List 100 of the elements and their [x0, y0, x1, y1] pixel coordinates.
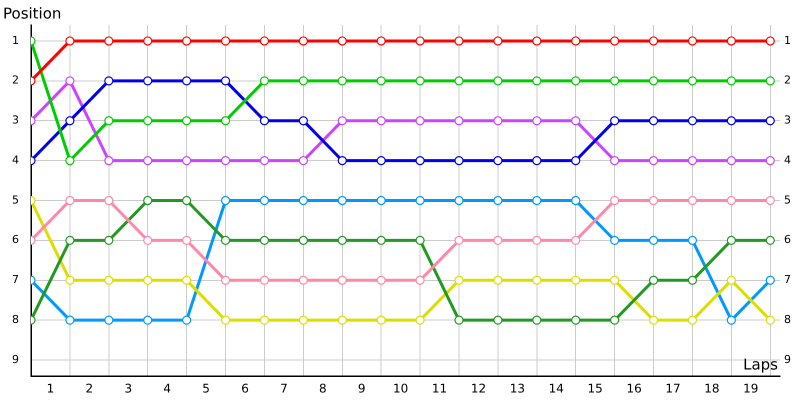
point [532, 36, 542, 46]
point [376, 276, 386, 285]
point [104, 116, 114, 126]
point [182, 236, 192, 245]
point [688, 116, 698, 126]
point [143, 236, 152, 245]
y2-tick-label: 3 [784, 114, 791, 127]
point [260, 196, 270, 206]
point [338, 76, 347, 86]
point [571, 36, 580, 46]
point [726, 116, 736, 126]
point [610, 36, 620, 46]
point [65, 236, 75, 245]
point [260, 236, 270, 245]
point [766, 156, 775, 166]
point [571, 196, 580, 206]
point [182, 316, 192, 325]
point [65, 36, 75, 46]
y2-tick-label: 4 [784, 153, 791, 166]
point [726, 76, 736, 86]
point [298, 276, 308, 285]
y2-tick-label: 5 [784, 193, 791, 206]
point [571, 276, 580, 285]
point [688, 276, 698, 285]
x-tick-label: 7 [280, 381, 288, 396]
point [143, 316, 152, 325]
point [454, 76, 464, 86]
point [376, 36, 386, 46]
point [65, 116, 75, 126]
point [648, 316, 658, 325]
point [454, 196, 464, 206]
point [415, 196, 425, 206]
point [415, 76, 425, 86]
y-tick-label: 8 [12, 313, 19, 326]
point [571, 236, 580, 245]
point [415, 156, 425, 166]
point [104, 196, 114, 206]
point [143, 36, 152, 46]
point [532, 156, 542, 166]
point [648, 196, 658, 206]
point [766, 236, 775, 245]
point [338, 156, 347, 166]
point [648, 236, 658, 245]
point [766, 276, 775, 285]
point [65, 76, 75, 86]
point [260, 116, 270, 126]
point [571, 76, 580, 86]
point [338, 236, 347, 245]
y-tick-label: 4 [12, 153, 19, 166]
point [298, 116, 308, 126]
point [182, 76, 192, 86]
point [104, 36, 114, 46]
point [726, 36, 736, 46]
point [532, 196, 542, 206]
point [65, 156, 75, 166]
point [610, 196, 620, 206]
point [182, 156, 192, 166]
point [220, 316, 230, 325]
point [571, 156, 580, 166]
x-tick-label: 10 [392, 381, 408, 396]
x-tick-label: 16 [626, 381, 642, 396]
point [532, 276, 542, 285]
point [376, 76, 386, 86]
x-tick-label: 3 [124, 381, 132, 396]
point [610, 276, 620, 285]
x-tick-label: 12 [470, 381, 486, 396]
point [298, 76, 308, 86]
y-tick-label: 5 [12, 193, 19, 206]
x-tick-label: 18 [704, 381, 720, 396]
point [260, 156, 270, 166]
point [688, 236, 698, 245]
point [104, 276, 114, 285]
y2-tick-label: 7 [784, 273, 791, 286]
point [454, 156, 464, 166]
y-tick-label: 7 [12, 273, 19, 286]
point [415, 36, 425, 46]
point [648, 36, 658, 46]
point [493, 276, 503, 285]
point [65, 276, 75, 285]
x-tick-label: 13 [510, 381, 526, 396]
point [493, 156, 503, 166]
point [260, 76, 270, 86]
y-tick-label: 9 [12, 352, 19, 366]
point [143, 156, 152, 166]
y2-tick-label: 8 [784, 313, 791, 326]
point [766, 76, 775, 86]
point [376, 196, 386, 206]
point [220, 76, 230, 86]
point [726, 316, 736, 325]
point [610, 76, 620, 86]
point [493, 116, 503, 126]
point [182, 276, 192, 285]
y-tick-label: 6 [12, 233, 19, 246]
point [688, 316, 698, 325]
point [260, 36, 270, 46]
point [298, 36, 308, 46]
point [220, 196, 230, 206]
point [688, 36, 698, 46]
point [726, 156, 736, 166]
point [182, 196, 192, 206]
